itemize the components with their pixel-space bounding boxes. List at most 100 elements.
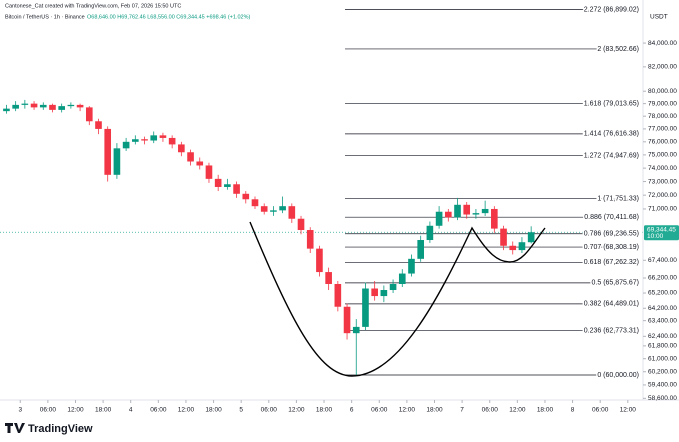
candle-body — [113, 148, 121, 175]
plot-area — [0, 9, 643, 376]
candle-body — [389, 283, 397, 291]
fib-label: 1.618 (79,013.65) — [584, 100, 639, 107]
fib-label: 1 (71,751.33) — [597, 195, 639, 202]
last-price-label: 69,344.45 — [647, 226, 676, 233]
candle-body — [362, 288, 369, 327]
fib-label: 1.272 (74,947.69) — [584, 152, 639, 159]
symbol-line: Bitcoin / TetherUS · 1h · Binance — [5, 14, 85, 20]
y-tick-label: 72,000.00 — [648, 192, 677, 199]
ohlc-values: O68,646.00 H69,762.46 L68,556.00 C69,344… — [87, 14, 250, 20]
candle-body — [325, 272, 332, 284]
fib-label: 2.272 (86,899.02) — [584, 6, 639, 13]
candle-body — [509, 245, 517, 251]
x-tick-label: 06:00 — [40, 407, 57, 414]
x-tick-label: 18:00 — [205, 407, 222, 414]
candle-body — [472, 213, 480, 215]
y-tick-label: 74,000.00 — [648, 165, 677, 172]
y-tick-label: 77,000.00 — [648, 126, 677, 133]
candle-body — [481, 208, 489, 214]
x-tick-label: 12:00 — [67, 407, 84, 414]
candle-body — [306, 230, 314, 249]
candle-body — [39, 104, 47, 108]
x-tick-label: 12:00 — [620, 407, 637, 414]
x-tick-label: 18:00 — [537, 407, 554, 414]
x-tick-label: 12:00 — [399, 407, 416, 414]
candle-body — [398, 273, 406, 284]
candle-body — [491, 208, 498, 229]
y-tick-label: 78,000.00 — [648, 113, 677, 120]
last-price-tag — [644, 225, 679, 241]
logo-text: TradingView — [28, 423, 93, 435]
candle-body — [518, 242, 526, 251]
candle-body — [251, 199, 259, 207]
candle-body — [49, 104, 56, 110]
candle-body — [260, 206, 268, 212]
y-tick-label: 80,000.00 — [648, 88, 677, 95]
x-tick-label: 06:00 — [150, 407, 167, 414]
fib-label: 0.618 (67,262.32) — [584, 259, 639, 266]
candle-body — [352, 326, 360, 334]
candle-body — [150, 135, 158, 141]
candle-body — [242, 193, 250, 200]
cup-and-handle-drawing — [249, 221, 546, 377]
candle-body — [426, 225, 434, 241]
fib-label: 0.236 (62,773.31) — [584, 327, 639, 334]
y-tick-label: 82,000.00 — [648, 64, 677, 71]
candle-body — [196, 161, 204, 166]
author-line: Cantonese_Cat created with TradingView.c… — [5, 3, 181, 9]
candle-body — [224, 184, 231, 187]
y-tick-label: 62,400.00 — [648, 333, 677, 340]
x-tick-label: 7 — [460, 407, 464, 414]
candle-body — [187, 152, 194, 162]
candle-body — [168, 137, 176, 145]
x-tick-label: 6 — [350, 407, 354, 414]
y-tick-label: 71,000.00 — [648, 206, 677, 213]
candle-body — [417, 240, 425, 259]
candle-body — [58, 106, 65, 110]
x-tick-label: 4 — [129, 407, 133, 414]
y-tick-label: 79,000.00 — [648, 100, 677, 107]
countdown-label: 10:00 — [647, 233, 664, 240]
y-tick-label: 65,200.00 — [648, 290, 677, 297]
y-tick-label: 75,000.00 — [648, 152, 677, 159]
candle-body — [500, 228, 507, 246]
candle-body — [279, 206, 286, 211]
y-tick-label: 84,000.00 — [648, 40, 677, 47]
x-tick-label: 12:00 — [288, 407, 305, 414]
candle-body — [104, 128, 112, 175]
x-tick-label: 12:00 — [509, 407, 526, 414]
candle-body — [122, 141, 130, 149]
fib-label: 0.886 (70,411.68) — [584, 214, 639, 221]
candle-body — [270, 210, 277, 212]
candle-body — [76, 104, 84, 108]
y-tick-label: 63,400.00 — [648, 317, 677, 324]
y-tick-label: 58,600.00 — [648, 395, 677, 402]
x-tick-label: 3 — [18, 407, 22, 414]
logo-icon — [5, 423, 25, 433]
candle-body — [214, 178, 222, 187]
currency-label: USDT — [650, 14, 668, 21]
fib-label: 0.382 (64,489.01) — [584, 301, 639, 308]
y-tick-label: 59,400.00 — [648, 382, 677, 389]
candle-body — [30, 103, 38, 108]
candle-body — [178, 144, 185, 153]
candle-body — [463, 204, 471, 215]
y-tick-label: 66,200.00 — [648, 275, 677, 282]
candle-body — [334, 283, 342, 307]
fib-label: 0 (60,000.00) — [597, 372, 639, 379]
candle-body — [3, 108, 10, 112]
candle-body — [233, 184, 240, 194]
x-tick-label: 5 — [239, 407, 243, 414]
candle-body — [444, 211, 452, 218]
candle-body — [454, 204, 461, 218]
candle-body — [527, 232, 535, 243]
logo[interactable]: TradingView — [5, 423, 93, 435]
x-tick-label: 06:00 — [592, 407, 609, 414]
y-tick-label: 76,000.00 — [648, 139, 677, 146]
candle-body — [371, 288, 378, 297]
y-tick-label: 61,800.00 — [648, 343, 677, 350]
x-tick-label: 18:00 — [95, 407, 112, 414]
candle-body — [297, 218, 305, 231]
x-tick-label: 06:00 — [261, 407, 278, 414]
candle-body — [205, 165, 213, 179]
